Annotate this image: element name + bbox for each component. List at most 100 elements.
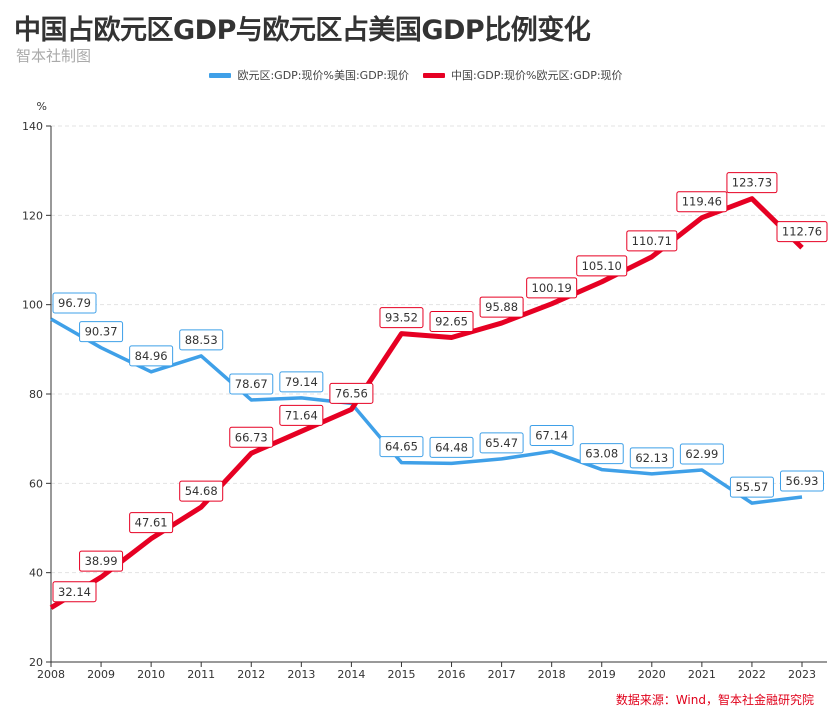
data-label: 64.48 xyxy=(429,436,474,458)
data-label: 38.99 xyxy=(79,550,124,572)
data-label-text: 112.76 xyxy=(782,225,822,239)
x-tick-label: 2022 xyxy=(738,668,766,681)
data-label: 55.57 xyxy=(729,476,774,498)
x-tick-label: 2016 xyxy=(438,668,466,681)
data-label-text: 64.48 xyxy=(435,440,468,454)
data-label: 71.64 xyxy=(279,404,324,426)
data-label: 123.73 xyxy=(726,172,778,194)
x-tick-label: 2023 xyxy=(788,668,816,681)
chart-subtitle: 智本社制图 xyxy=(16,47,92,65)
data-label-box xyxy=(429,310,474,332)
data-label: 79.14 xyxy=(279,371,324,393)
data-label-text: 64.65 xyxy=(385,440,418,454)
data-label-text: 96.79 xyxy=(58,296,91,310)
x-tick-label: 2017 xyxy=(488,668,516,681)
data-label: 67.14 xyxy=(529,424,574,446)
data-label-box xyxy=(629,447,674,469)
legend-swatch-china xyxy=(423,72,445,78)
data-label-text: 71.64 xyxy=(285,408,318,422)
y-axis-label: % xyxy=(37,100,47,113)
data-label-box xyxy=(726,172,778,194)
data-label-box xyxy=(529,424,574,446)
data-label-box xyxy=(626,230,678,252)
data-label: 32.14 xyxy=(52,581,97,603)
data-label-text: 84.96 xyxy=(135,349,168,363)
x-tick-label: 2020 xyxy=(638,668,666,681)
data-label: 66.73 xyxy=(229,426,274,448)
data-label-box xyxy=(129,345,174,367)
data-label-box xyxy=(379,436,424,458)
data-label-text: 93.52 xyxy=(385,311,418,325)
x-tick-label: 2018 xyxy=(538,668,566,681)
data-label-text: 56.93 xyxy=(786,474,819,488)
data-label-box xyxy=(429,436,474,458)
data-label: 100.19 xyxy=(526,277,578,299)
y-tick-label: 20 xyxy=(29,656,43,669)
data-label-text: 92.65 xyxy=(435,314,468,328)
y-tick-label: 40 xyxy=(29,567,43,580)
data-label: 64.65 xyxy=(379,436,424,458)
legend-label-eurozone: 欧元区:GDP:现价%美国:GDP:现价 xyxy=(237,69,409,82)
x-tick-label: 2012 xyxy=(237,668,265,681)
data-label: 119.46 xyxy=(676,191,728,213)
data-label-box xyxy=(479,432,524,454)
x-tick-label: 2015 xyxy=(387,668,415,681)
data-label: 76.56 xyxy=(329,382,374,404)
data-label-text: 90.37 xyxy=(85,325,118,339)
data-label: 78.67 xyxy=(229,373,274,395)
data-label-box xyxy=(729,476,774,498)
data-source: 数据来源：Wind，智本社金融研究院 xyxy=(615,693,814,707)
data-label-text: 54.68 xyxy=(185,484,218,498)
data-label: 95.88 xyxy=(479,296,524,318)
y-tick-label: 140 xyxy=(22,120,43,133)
data-label-text: 76.56 xyxy=(335,386,368,400)
data-label: 93.52 xyxy=(379,307,424,329)
data-label-text: 55.57 xyxy=(735,480,768,494)
data-label-box xyxy=(52,581,97,603)
data-label-box xyxy=(229,373,274,395)
legend-item-eurozone[interactable]: 欧元区:GDP:现价%美国:GDP:现价 xyxy=(209,67,409,83)
data-label-text: 110.71 xyxy=(632,234,672,248)
data-label-box xyxy=(479,296,524,318)
data-label-text: 32.14 xyxy=(58,585,91,599)
series-line-1 xyxy=(49,196,804,610)
data-label-box xyxy=(679,443,724,465)
chart-title: 中国占欧元区GDP与欧元区占美国GDP比例变化 xyxy=(14,15,591,46)
data-label: 84.96 xyxy=(129,345,174,367)
data-label-text: 38.99 xyxy=(85,554,118,568)
legend-item-china[interactable]: 中国:GDP:现价%欧元区:GDP:现价 xyxy=(423,67,623,83)
data-label-text: 62.13 xyxy=(635,451,668,465)
data-label: 112.76 xyxy=(776,221,828,243)
data-label: 54.68 xyxy=(179,480,224,502)
data-label-box xyxy=(780,470,824,492)
data-label-box xyxy=(52,292,97,314)
data-label-box xyxy=(229,426,274,448)
data-label-text: 62.99 xyxy=(685,447,718,461)
data-label-box xyxy=(179,329,224,351)
data-label-text: 105.10 xyxy=(582,259,622,273)
data-label: 90.37 xyxy=(79,321,124,343)
data-label: 47.61 xyxy=(129,512,174,534)
data-label: 105.10 xyxy=(576,255,628,277)
y-tick-label: 100 xyxy=(22,299,43,312)
data-label-text: 66.73 xyxy=(235,430,268,444)
y-tick-label: 120 xyxy=(22,209,43,222)
data-label: 62.13 xyxy=(629,447,674,469)
data-label-box xyxy=(279,371,324,393)
data-label: 56.93 xyxy=(780,470,824,492)
data-label-box xyxy=(579,443,624,465)
data-label-text: 47.61 xyxy=(135,516,168,530)
data-label: 92.65 xyxy=(429,310,474,332)
data-label-box xyxy=(79,550,124,572)
data-label-text: 78.67 xyxy=(235,377,268,391)
data-label-box xyxy=(776,221,828,243)
x-tick-label: 2009 xyxy=(87,668,115,681)
data-label-box xyxy=(79,321,124,343)
data-label-box xyxy=(329,382,374,404)
data-label-text: 123.73 xyxy=(732,176,772,190)
data-label-text: 119.46 xyxy=(682,195,722,209)
data-label: 63.08 xyxy=(579,443,624,465)
data-label: 65.47 xyxy=(479,432,524,454)
data-label-box xyxy=(576,255,628,277)
